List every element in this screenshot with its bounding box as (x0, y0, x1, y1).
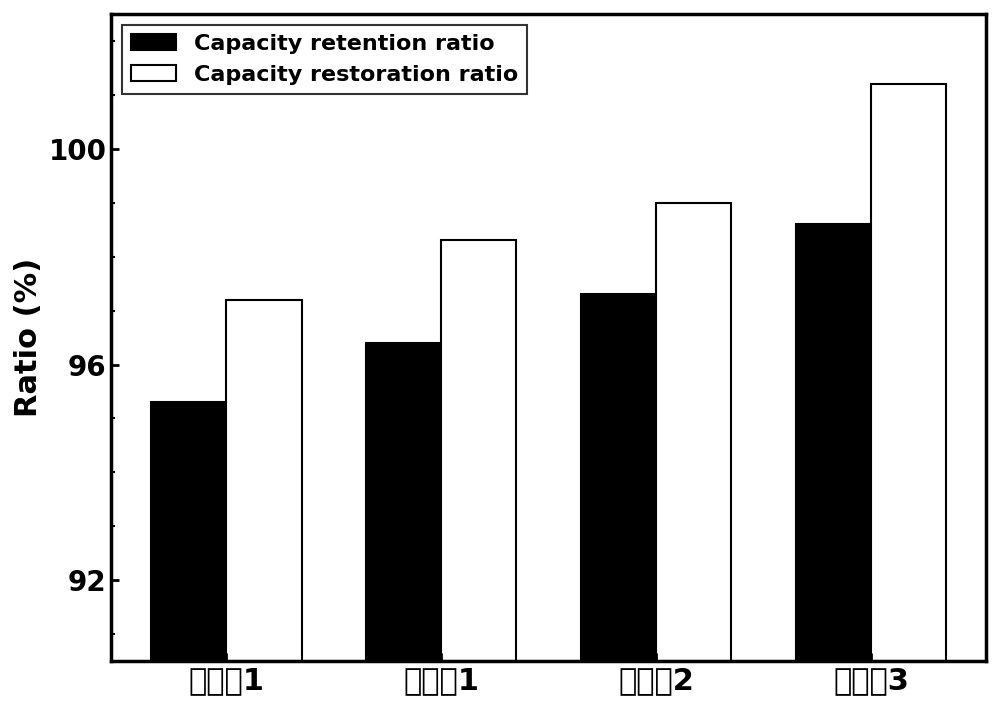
Bar (796, 224, 871, 661)
Bar (871, 84, 946, 661)
Bar (656, 203, 731, 661)
Legend: Capacity retention ratio, Capacity restoration ratio: Capacity retention ratio, Capacity resto… (122, 25, 527, 94)
Bar (151, 402, 226, 661)
Y-axis label: Ratio (%): Ratio (%) (14, 258, 43, 417)
Bar (226, 300, 302, 661)
Bar (581, 294, 656, 661)
Bar (366, 343, 441, 661)
Bar (441, 240, 516, 661)
